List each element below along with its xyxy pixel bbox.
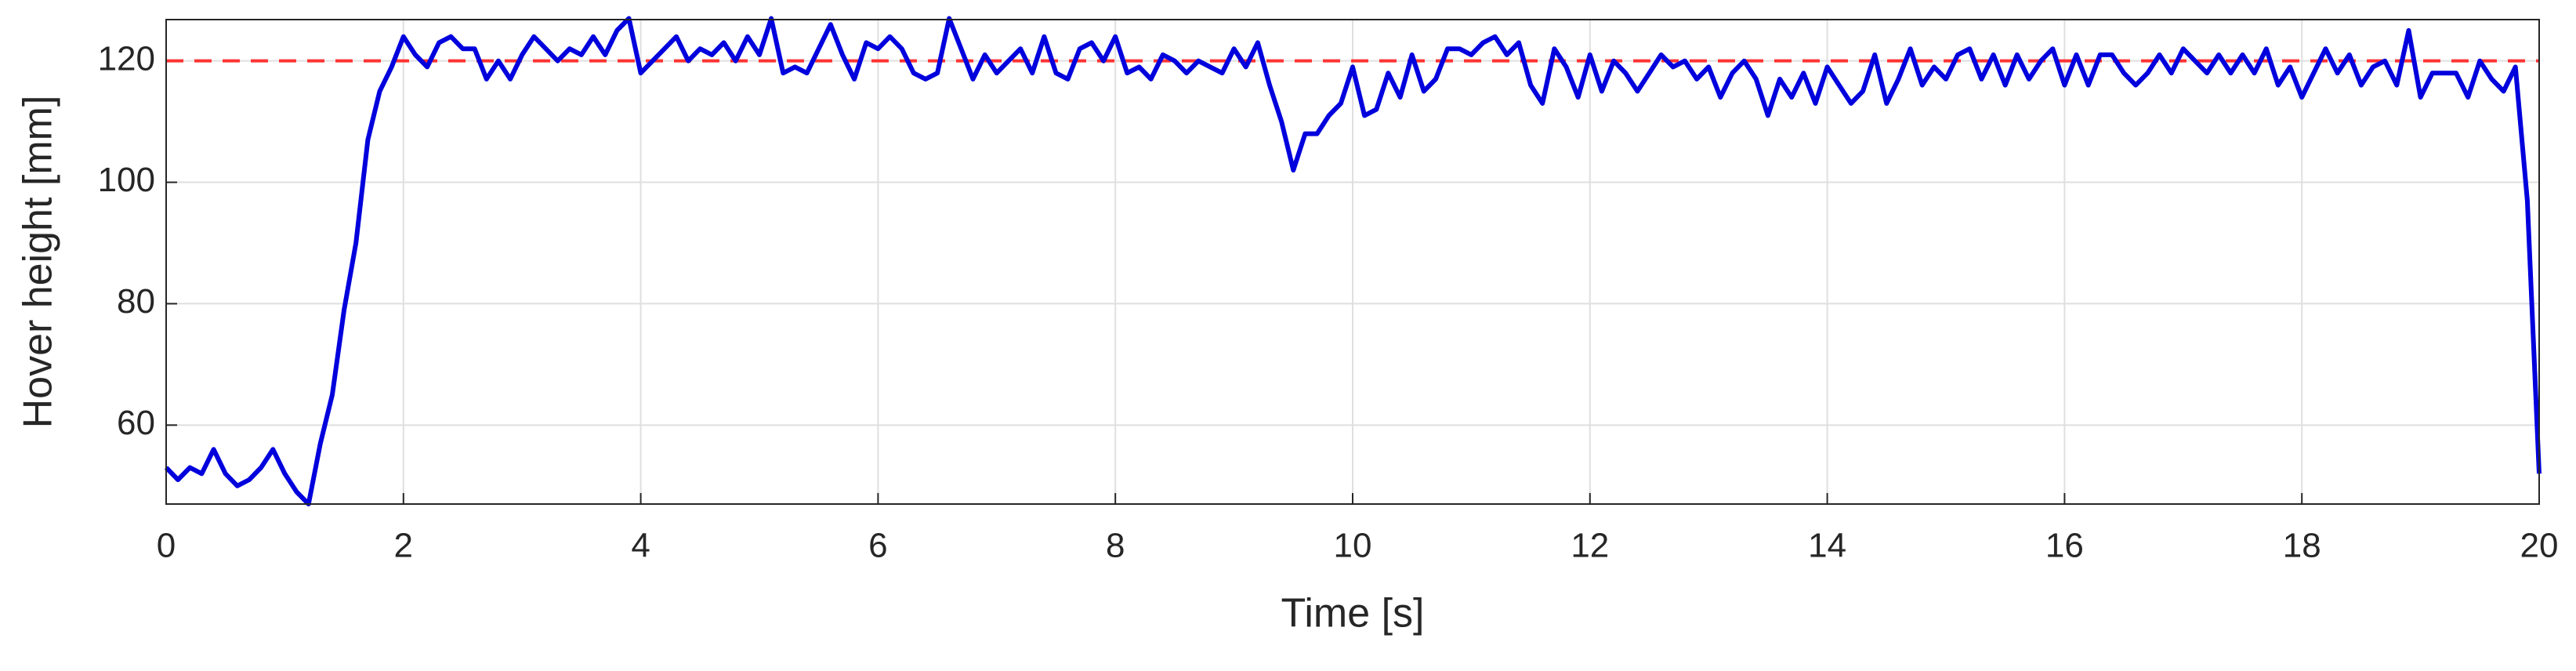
x-tick-label: 14: [1808, 527, 1846, 565]
plot-frame: [165, 19, 2540, 505]
x-tick-label: 10: [1334, 527, 1372, 565]
y-tick-label: 60: [117, 404, 155, 442]
x-tick-label: 2: [394, 527, 413, 565]
x-axis-label: Time [s]: [1281, 591, 1425, 637]
y-tick-label: 100: [98, 161, 155, 199]
y-tick-label: 80: [117, 282, 155, 321]
x-tick-label: 12: [1571, 527, 1609, 565]
x-tick-label: 6: [868, 527, 887, 565]
y-axis-label: Hover height [mm]: [16, 96, 61, 429]
y-tick-label: 120: [98, 39, 155, 78]
x-tick-label: 8: [1106, 527, 1125, 565]
x-tick-label: 20: [2520, 527, 2559, 565]
x-tick-label: 4: [631, 527, 650, 565]
data-line: [164, 16, 2542, 506]
x-tick-label: 18: [2283, 527, 2321, 565]
x-tick-label: 0: [157, 527, 176, 565]
x-tick-label: 16: [2045, 527, 2084, 565]
